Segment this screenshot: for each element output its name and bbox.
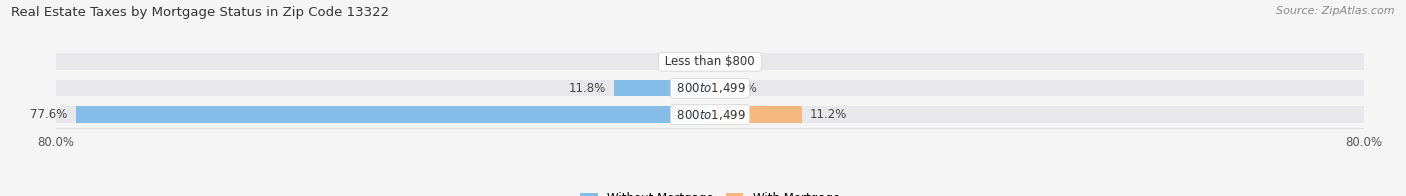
Bar <box>56 106 1364 123</box>
Text: 11.2%: 11.2% <box>810 108 846 121</box>
Bar <box>699 54 710 70</box>
Text: Less than $800: Less than $800 <box>661 55 759 68</box>
Bar <box>76 106 710 123</box>
Text: 11.8%: 11.8% <box>568 82 606 95</box>
Bar <box>710 106 801 123</box>
Bar <box>613 80 710 96</box>
Text: 1.1%: 1.1% <box>727 82 756 95</box>
Text: $800 to $1,499: $800 to $1,499 <box>673 108 747 122</box>
Bar <box>56 80 1364 96</box>
Text: 77.6%: 77.6% <box>31 108 67 121</box>
Text: $800 to $1,499: $800 to $1,499 <box>673 81 747 95</box>
Text: 1.3%: 1.3% <box>661 55 692 68</box>
Legend: Without Mortgage, With Mortgage: Without Mortgage, With Mortgage <box>575 187 845 196</box>
Bar <box>710 80 718 96</box>
Text: Source: ZipAtlas.com: Source: ZipAtlas.com <box>1277 6 1395 16</box>
Text: Real Estate Taxes by Mortgage Status in Zip Code 13322: Real Estate Taxes by Mortgage Status in … <box>11 6 389 19</box>
Text: 0.0%: 0.0% <box>718 55 748 68</box>
Bar <box>56 54 1364 70</box>
